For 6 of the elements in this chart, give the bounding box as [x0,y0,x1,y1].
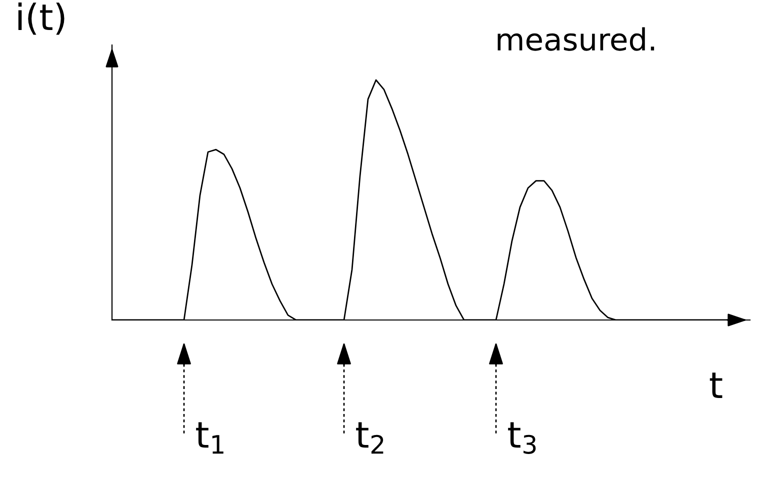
text: t$_{1}$ [196,422,224,454]
text: measured. [498,27,654,51]
x-axis-title: t [710,372,722,398]
y-axis-title: i(t) [18,2,64,35]
text: t$_{2}$ [356,422,384,454]
text: t$_{3}$ [508,422,536,454]
